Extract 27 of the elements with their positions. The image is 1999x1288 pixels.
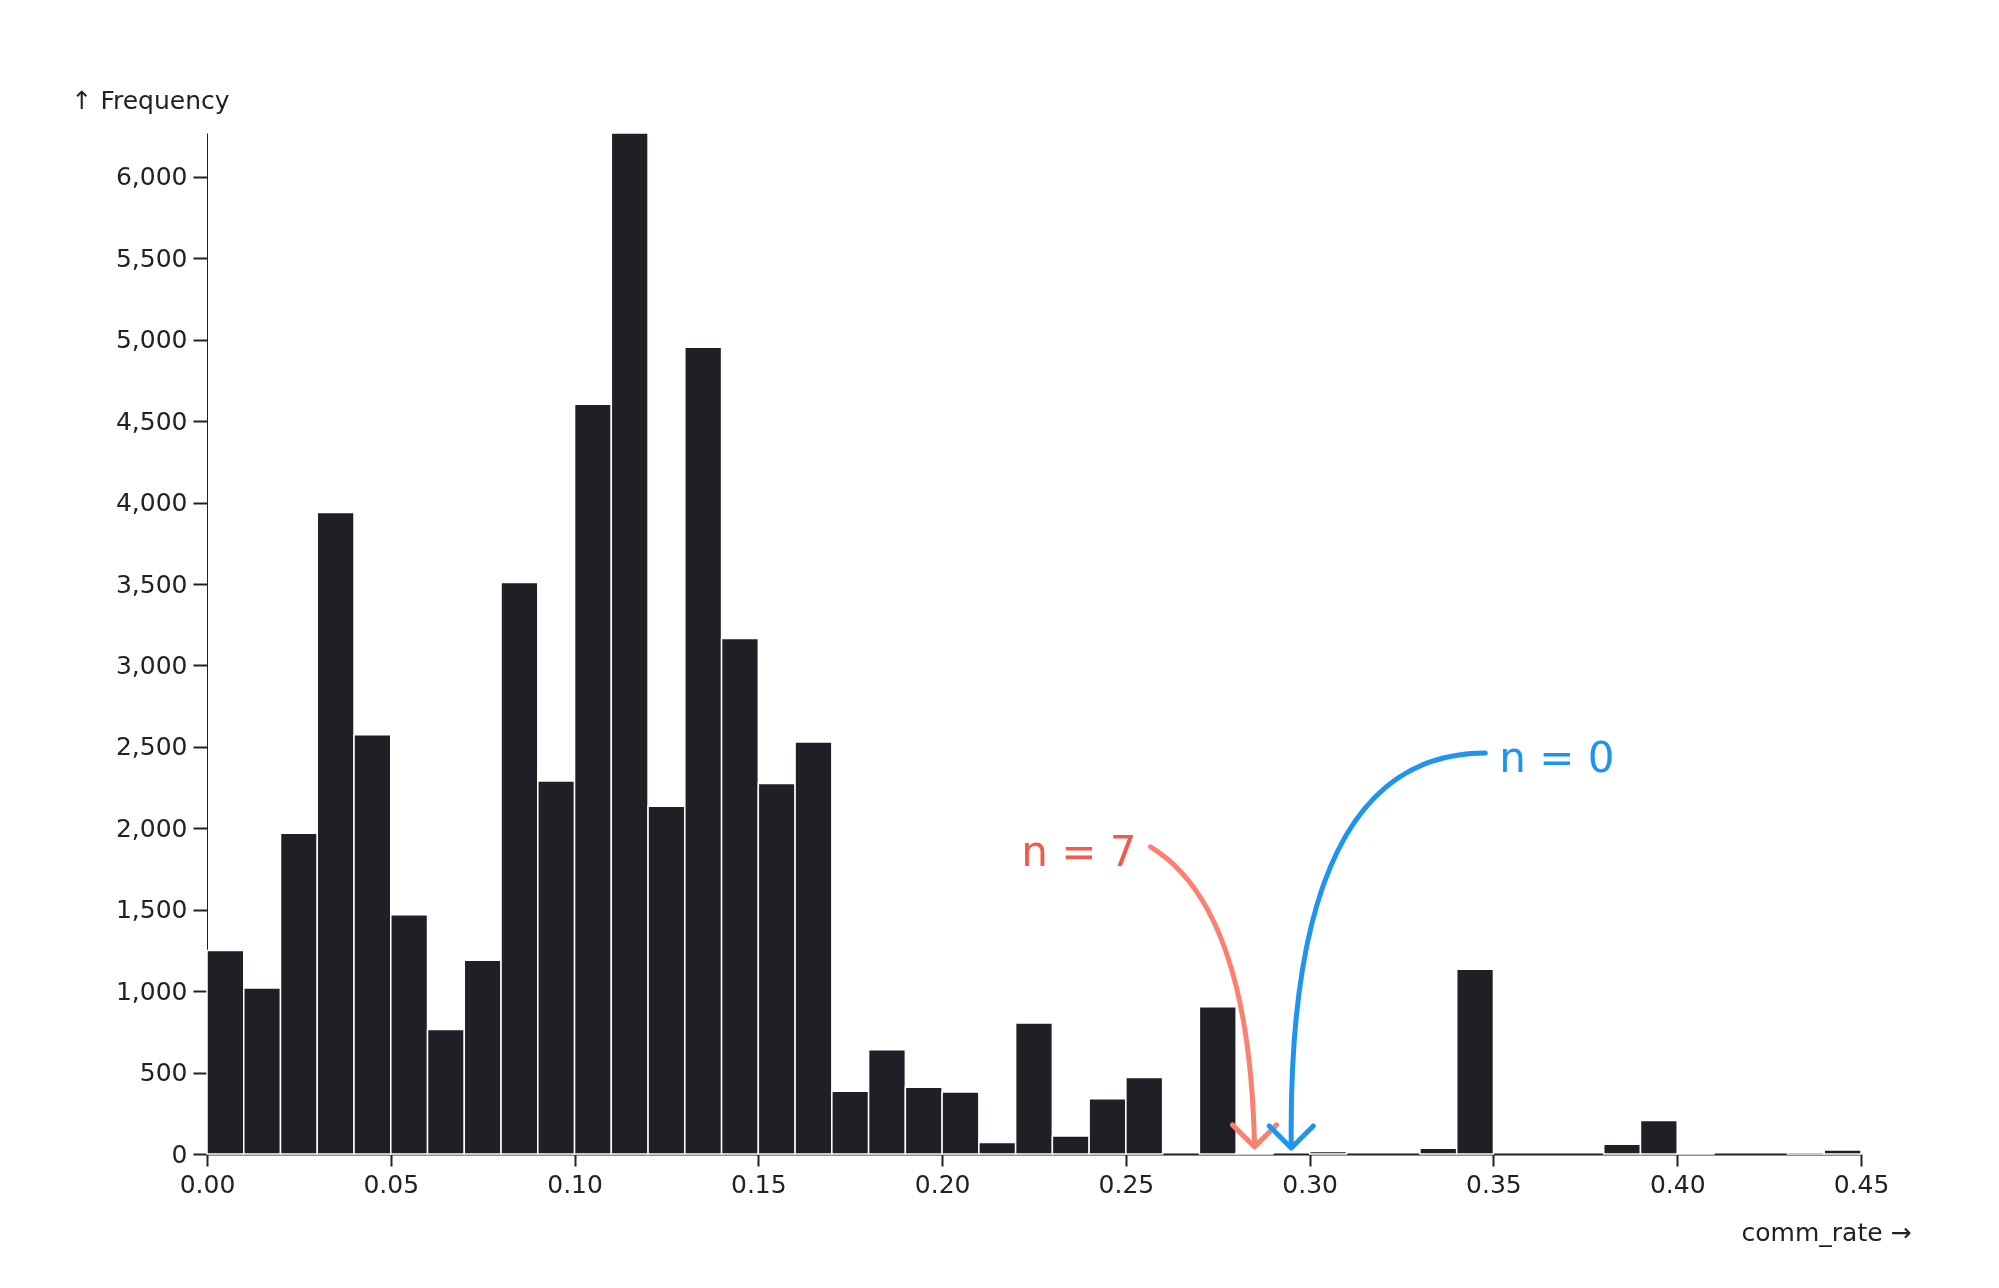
x-tick-label: 0.00 — [179, 1169, 236, 1199]
x-tick-label: 0.15 — [731, 1169, 787, 1199]
x-tick-label: 0.05 — [363, 1169, 420, 1199]
y-tick-label: 6,000 — [115, 162, 188, 192]
x-tick-label: 0.10 — [547, 1169, 603, 1199]
y-tick-label: 3,500 — [115, 569, 188, 599]
x-tick-label: 0.20 — [914, 1169, 971, 1199]
y-axis-title: ↑ Frequency — [71, 85, 230, 115]
y-tick-label: 5,500 — [115, 243, 188, 273]
x-tick-label: 0.25 — [1098, 1169, 1155, 1199]
x-tick-label: 0.40 — [1649, 1169, 1706, 1199]
y-tick-label: 3,000 — [115, 650, 188, 680]
x-tick-label: 0.35 — [1466, 1169, 1522, 1199]
x-tick-label: 0.45 — [1833, 1169, 1890, 1199]
y-tick-label: 500 — [139, 1058, 188, 1088]
y-tick-label: 4,500 — [115, 406, 188, 436]
y-tick-label: 4,000 — [115, 488, 188, 518]
x-tick-label: 0.30 — [1282, 1169, 1338, 1199]
y-tick-label: 0 — [171, 1139, 188, 1169]
y-tick-label: 2,500 — [115, 732, 188, 762]
annotation: n = 0 — [1499, 733, 1615, 782]
y-tick-label: 1,000 — [115, 976, 188, 1006]
y-tick-label: 1,500 — [115, 895, 188, 925]
x-axis-title: comm_rate → — [1741, 1217, 1912, 1247]
y-tick-label: 5,000 — [115, 325, 188, 355]
y-tick-label: 2,000 — [115, 813, 188, 843]
annotation: n = 7 — [1021, 826, 1137, 876]
